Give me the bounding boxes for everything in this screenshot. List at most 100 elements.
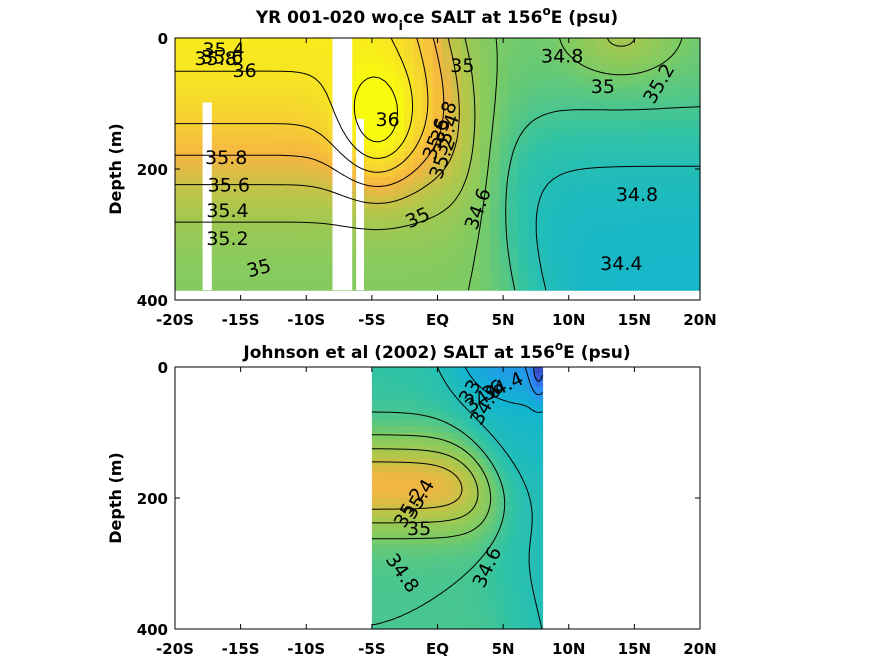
bottom-field-cell — [480, 432, 485, 440]
bottom-field-cell — [421, 458, 426, 466]
top-field-cell — [595, 170, 606, 178]
bottom-field-cell — [492, 570, 497, 578]
top-field-cell — [251, 44, 262, 52]
bottom-field-cell — [415, 556, 420, 565]
bottom-field-cell — [477, 498, 482, 506]
top-field-cell — [547, 227, 558, 235]
bottom-field-cell — [381, 399, 385, 407]
top-field-cell — [623, 126, 634, 134]
top-field-cell — [604, 283, 615, 291]
top-field-cell — [241, 145, 252, 153]
top-field-cell — [499, 195, 510, 203]
bottom-field-cell — [480, 373, 485, 381]
bottom-field-cell — [502, 386, 506, 394]
bottom-field-cell — [412, 570, 416, 578]
bottom-field-cell — [523, 406, 528, 414]
bottom-x-tick-label: -10S — [287, 640, 325, 656]
top-field-cell — [184, 157, 195, 165]
top-field-cell — [566, 94, 577, 102]
bottom-field-cell — [468, 380, 472, 388]
top-field-cell — [394, 82, 405, 90]
bottom-field-cell — [418, 556, 423, 565]
top-field-cell — [318, 56, 329, 64]
top-field-cell — [232, 126, 243, 134]
top-field-cell — [556, 208, 567, 216]
top-field-cell — [184, 138, 195, 146]
bottom-field-cell — [381, 452, 385, 460]
bottom-field-cell — [461, 412, 466, 420]
top-field-cell — [299, 220, 310, 228]
bottom-field-cell — [390, 498, 395, 506]
bottom-field-cell — [526, 537, 531, 545]
bottom-field-cell — [523, 432, 528, 440]
top-field-cell — [251, 107, 262, 115]
top-field-cell — [614, 183, 625, 190]
bottom-field-cell — [499, 570, 503, 578]
bottom-field-cell — [477, 439, 482, 447]
bottom-field-cell — [452, 419, 457, 427]
bottom-field-cell — [483, 465, 488, 473]
top-field-cell — [642, 246, 653, 253]
top-field-cell — [365, 126, 377, 134]
bottom-field-cell — [449, 406, 454, 414]
bottom-field-cell — [437, 543, 441, 551]
top-field-cell — [490, 283, 501, 291]
bottom-field-cell — [427, 484, 432, 493]
bottom-field-cell — [393, 615, 398, 624]
top-field-cell — [299, 107, 310, 115]
top-field-cell — [470, 138, 482, 146]
top-field-cell — [175, 252, 186, 260]
bottom-field-cell — [424, 622, 429, 630]
top-field-cell — [575, 151, 587, 159]
top-field-cell — [595, 138, 606, 146]
bottom-field-cell — [468, 406, 472, 414]
bottom-field-cell — [437, 609, 441, 617]
top-field-cell — [509, 170, 520, 178]
top-field-cell — [203, 56, 214, 64]
bottom-field-cell — [437, 583, 441, 591]
bottom-field-cell — [502, 602, 506, 610]
top-field-cell — [213, 176, 224, 184]
bottom-field-cell — [424, 576, 429, 584]
bottom-field-cell — [440, 452, 444, 460]
bottom-field-cell — [499, 517, 503, 525]
top-field-cell — [404, 264, 415, 272]
top-field-cell — [528, 138, 539, 146]
top-field-cell — [623, 283, 634, 291]
bottom-field-cell — [452, 602, 457, 610]
bottom-field-cell — [393, 543, 398, 551]
bottom-field-cell — [446, 439, 451, 447]
bottom-field-cell — [468, 432, 472, 440]
top-field-cell — [671, 239, 682, 247]
top-field-cell — [680, 164, 692, 171]
top-field-cell — [556, 145, 567, 153]
bottom-field-cell — [443, 537, 447, 545]
top-field-cell — [633, 63, 644, 71]
top-field-cell — [194, 138, 205, 146]
bottom-field-cell — [505, 563, 509, 571]
bottom-field-cell — [477, 504, 482, 512]
top-field-cell — [394, 94, 405, 102]
bottom-field-cell — [387, 622, 392, 630]
top-field-cell — [280, 239, 291, 247]
top-field-cell — [432, 50, 443, 58]
bottom-field-cell — [387, 412, 392, 420]
bottom-field-cell — [427, 602, 432, 610]
bottom-field-cell — [458, 380, 463, 388]
top-field-cell — [680, 246, 692, 253]
top-field-cell — [251, 227, 262, 235]
top-field-cell — [280, 220, 291, 228]
top-field-cell — [413, 126, 424, 134]
bottom-field-cell — [455, 615, 460, 624]
top-field-cell — [461, 220, 472, 228]
top-field-cell — [480, 170, 491, 178]
top-field-cell — [642, 132, 653, 140]
bottom-field-cell — [374, 465, 379, 473]
bottom-field-cell — [381, 622, 385, 630]
top-field-cell — [442, 38, 453, 45]
top-field-cell — [518, 176, 529, 184]
top-field-cell — [308, 170, 319, 178]
top-field-cell — [623, 176, 634, 184]
top-field-cell — [280, 227, 291, 235]
top-field-cell — [432, 246, 443, 253]
